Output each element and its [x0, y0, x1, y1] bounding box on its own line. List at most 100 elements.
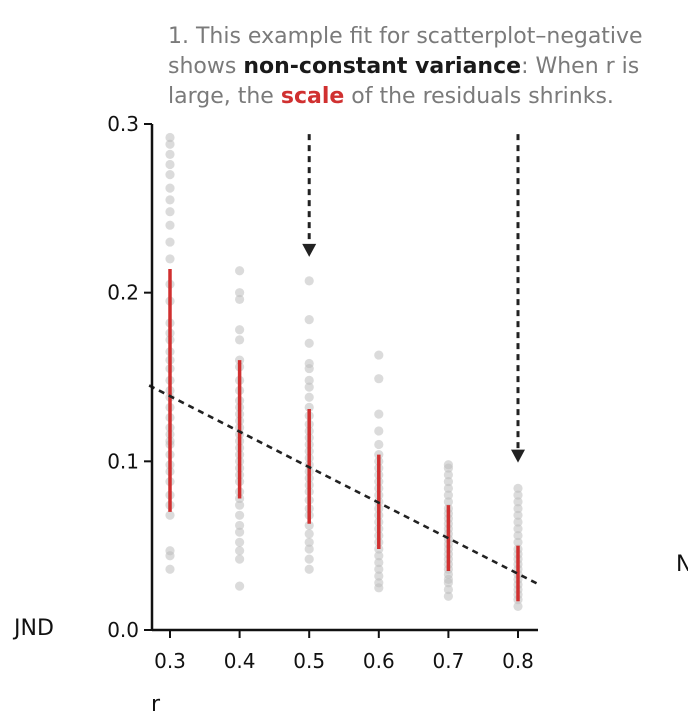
data-point [235, 294, 245, 305]
data-point [165, 237, 175, 247]
data-point [235, 500, 245, 510]
data-point [235, 266, 245, 276]
data-point [374, 578, 384, 588]
data-point [513, 517, 523, 527]
y-tick-label: 0.2 [107, 281, 139, 305]
data-point [235, 510, 245, 520]
data-point [443, 591, 453, 601]
data-point [304, 544, 314, 554]
data-point [513, 483, 523, 493]
data-point [165, 564, 175, 574]
data-point [513, 530, 523, 541]
annotation-line-3: large, the scale of the residuals shrink… [168, 82, 688, 112]
data-point [374, 409, 384, 419]
data-point [374, 439, 384, 450]
data-point [304, 315, 314, 325]
data-point [513, 497, 523, 507]
data-point [443, 460, 453, 470]
data-point [235, 546, 245, 556]
x-tick-label: 0.4 [224, 649, 256, 673]
data-point [304, 276, 314, 286]
data-point [443, 470, 453, 480]
data-point [513, 537, 523, 547]
spread-bars [168, 269, 520, 602]
annotation-line-2-pre: shows [168, 54, 244, 79]
data-point [235, 288, 245, 298]
data-point [374, 350, 384, 360]
data-point [165, 139, 175, 149]
data-point [304, 564, 314, 574]
annotation-line-1: 1. This example fit for scatterplot–nega… [168, 24, 643, 49]
x-tick-label: 0.7 [432, 649, 464, 673]
data-point [513, 503, 523, 514]
arrow-head [302, 243, 317, 257]
data-point [513, 510, 523, 520]
data-point [165, 207, 175, 217]
data-point [165, 510, 175, 520]
data-point [235, 520, 245, 531]
x-tick-label: 0.8 [502, 649, 534, 673]
data-point [304, 537, 314, 547]
data-point [165, 149, 175, 159]
annotation-line-3-post: of the residuals shrinks. [344, 84, 614, 109]
data-point [443, 476, 453, 487]
data-points [165, 132, 523, 611]
annotation-text: 1. This example fit for scatterplot–nega… [168, 22, 688, 112]
x-tick-label: 0.5 [293, 649, 325, 673]
data-point [374, 571, 384, 581]
x-tick-label: 0.6 [363, 649, 395, 673]
data-point [374, 564, 384, 574]
data-point [165, 132, 175, 143]
data-point [165, 195, 175, 205]
data-point [374, 544, 384, 554]
data-point [374, 551, 384, 561]
data-point [165, 159, 175, 170]
data-point [165, 546, 175, 556]
x-axis-label: r [151, 692, 161, 717]
arrows-layer [302, 134, 525, 463]
y-tick-label: 0.1 [107, 449, 139, 473]
data-point [513, 601, 523, 611]
data-point [235, 335, 245, 345]
data-point [443, 584, 453, 595]
fit-line [148, 384, 540, 586]
data-point [304, 402, 314, 412]
data-point [304, 529, 314, 539]
data-point [513, 524, 523, 534]
annotation-line-2-post: : When r is [521, 54, 640, 79]
y-axis-label: JND [14, 616, 54, 641]
fit-line-layer [148, 384, 540, 586]
data-point [165, 220, 175, 230]
cut-off-label: N [676, 552, 688, 577]
data-point [374, 557, 384, 568]
data-point [513, 490, 523, 500]
data-point [235, 325, 245, 335]
annotation-line-2: shows non-constant variance: When r is [168, 52, 688, 82]
data-point [304, 375, 314, 385]
annotation-line-3-pre: large, the [168, 84, 281, 109]
data-point [304, 554, 314, 564]
data-point [304, 382, 314, 392]
data-point [235, 527, 245, 537]
data-point [304, 520, 314, 531]
axes: 0.0 0.1 0.2 0.3 0.3 0.4 0.5 0.6 0.7 0.8 [107, 112, 538, 673]
y-tick-label: 0.3 [107, 112, 139, 136]
data-point [235, 537, 245, 547]
data-point [304, 338, 314, 348]
data-point [374, 426, 384, 436]
annotation-bold-term: non-constant variance [243, 54, 522, 79]
annotation-red-term: scale [280, 84, 345, 109]
data-point [304, 392, 314, 402]
arrow-head [511, 449, 525, 463]
y-tick-label: 0.0 [107, 618, 139, 642]
data-point [165, 170, 175, 180]
x-tick-label: 0.3 [154, 649, 186, 673]
data-point [443, 490, 453, 500]
data-point [374, 374, 384, 384]
data-point [443, 483, 453, 493]
data-point [235, 554, 245, 564]
data-point [304, 358, 314, 369]
data-point [235, 581, 245, 591]
data-point [165, 254, 175, 264]
